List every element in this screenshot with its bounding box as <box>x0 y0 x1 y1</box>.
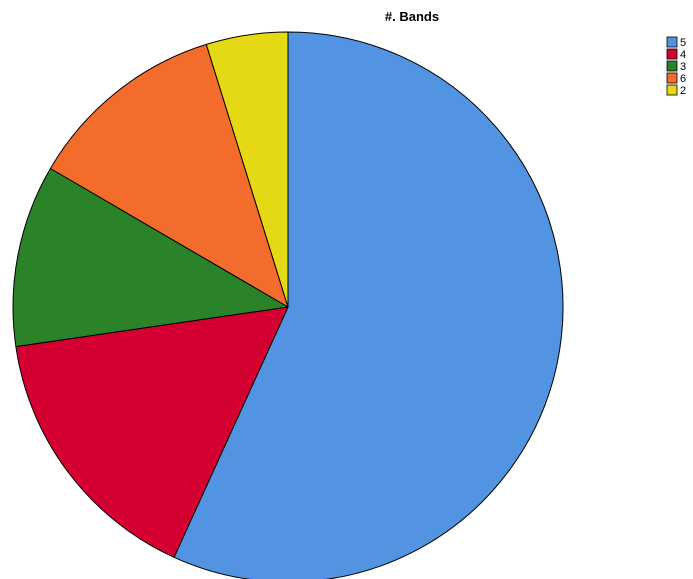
legend-label-4: 4 <box>680 49 686 61</box>
legend-label-6: 6 <box>680 73 686 85</box>
pie-slice-4 <box>15 306 289 558</box>
chart-title: #. Bands <box>385 9 439 24</box>
legend-swatch-6 <box>666 72 678 84</box>
legend-swatch-5 <box>666 36 678 48</box>
pie-slice-6 <box>49 43 289 308</box>
pie-slice-5 <box>173 31 564 579</box>
legend-swatch-4 <box>666 48 678 60</box>
legend-swatch-2 <box>666 84 678 96</box>
legend-label-5: 5 <box>680 37 686 49</box>
legend-label-2: 2 <box>680 85 686 97</box>
legend-label-3: 3 <box>680 61 686 73</box>
pie-slices <box>12 31 564 579</box>
legend-swatch-3 <box>666 60 678 72</box>
pie-slice-3 <box>12 168 289 348</box>
pie-slice-2 <box>205 31 289 308</box>
